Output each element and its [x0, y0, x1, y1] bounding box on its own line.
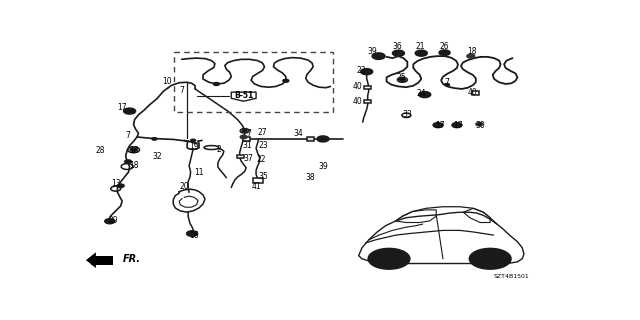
Text: 7: 7	[445, 78, 449, 87]
Ellipse shape	[204, 146, 219, 149]
Text: 23: 23	[259, 140, 268, 149]
Text: 39: 39	[368, 47, 378, 56]
Circle shape	[187, 231, 198, 236]
Text: 19: 19	[189, 142, 199, 151]
Text: 2: 2	[216, 145, 221, 154]
Text: 16: 16	[189, 231, 199, 240]
Circle shape	[374, 252, 404, 266]
Text: 40: 40	[468, 88, 477, 97]
Text: 35: 35	[259, 172, 268, 181]
Text: 17: 17	[435, 121, 444, 130]
Text: 7: 7	[125, 131, 130, 140]
Text: 23: 23	[357, 66, 367, 75]
Text: 7: 7	[179, 86, 184, 95]
Circle shape	[452, 123, 462, 128]
Circle shape	[415, 50, 428, 56]
Text: 26: 26	[440, 42, 449, 51]
Text: 33: 33	[403, 110, 412, 119]
Text: 10: 10	[162, 77, 172, 86]
Text: 17: 17	[117, 103, 127, 112]
Text: B-51: B-51	[234, 91, 253, 100]
Circle shape	[433, 123, 443, 128]
Circle shape	[191, 139, 196, 142]
Circle shape	[372, 53, 385, 59]
Circle shape	[125, 160, 132, 163]
Bar	[307, 137, 314, 140]
Circle shape	[242, 130, 247, 132]
Polygon shape	[91, 256, 113, 265]
Circle shape	[124, 108, 136, 114]
Text: 20: 20	[179, 182, 189, 191]
Bar	[364, 86, 371, 89]
Text: 40: 40	[353, 82, 363, 91]
Bar	[243, 137, 250, 141]
Circle shape	[361, 69, 372, 75]
Text: 36: 36	[392, 42, 403, 51]
Circle shape	[445, 84, 449, 86]
Text: 18: 18	[129, 161, 138, 170]
Circle shape	[320, 138, 326, 140]
Circle shape	[283, 79, 289, 82]
Text: 39: 39	[318, 162, 328, 171]
Text: 25: 25	[397, 73, 406, 82]
Text: 31: 31	[243, 140, 252, 149]
Circle shape	[422, 93, 428, 96]
Bar	[237, 155, 244, 158]
Text: 32: 32	[152, 152, 162, 161]
Circle shape	[117, 184, 124, 188]
Circle shape	[439, 50, 450, 55]
Text: 28: 28	[95, 146, 104, 155]
Circle shape	[152, 138, 157, 140]
Text: 21: 21	[415, 42, 424, 51]
Circle shape	[130, 148, 137, 151]
Text: 11: 11	[195, 168, 204, 177]
Text: 7: 7	[246, 129, 251, 138]
Text: 13: 13	[111, 179, 120, 188]
Bar	[174, 52, 333, 112]
Polygon shape	[86, 252, 96, 268]
Bar	[364, 100, 371, 103]
Circle shape	[476, 123, 483, 126]
Text: 34: 34	[293, 129, 303, 138]
Circle shape	[213, 83, 220, 85]
Text: 18: 18	[467, 47, 477, 56]
Text: FR.: FR.	[123, 254, 141, 264]
Circle shape	[105, 219, 115, 224]
Text: 17: 17	[453, 121, 463, 130]
Text: 40: 40	[353, 97, 363, 106]
Text: 27: 27	[258, 128, 268, 137]
Circle shape	[467, 54, 475, 58]
Circle shape	[399, 78, 405, 81]
Text: 29: 29	[109, 216, 118, 225]
Circle shape	[368, 248, 410, 269]
Circle shape	[392, 50, 404, 56]
Text: 41: 41	[252, 182, 261, 191]
Text: 18: 18	[129, 146, 138, 155]
Bar	[253, 178, 262, 183]
Text: SZT4B1501: SZT4B1501	[493, 274, 529, 279]
Circle shape	[419, 92, 431, 98]
Text: 30: 30	[476, 121, 486, 130]
Text: 38: 38	[306, 173, 316, 182]
Circle shape	[317, 136, 329, 142]
Text: 22: 22	[256, 155, 266, 164]
Text: 24: 24	[417, 89, 426, 98]
Circle shape	[469, 248, 511, 269]
Bar	[472, 92, 479, 95]
Circle shape	[476, 252, 505, 266]
Circle shape	[240, 135, 247, 139]
Text: 37: 37	[244, 154, 253, 163]
